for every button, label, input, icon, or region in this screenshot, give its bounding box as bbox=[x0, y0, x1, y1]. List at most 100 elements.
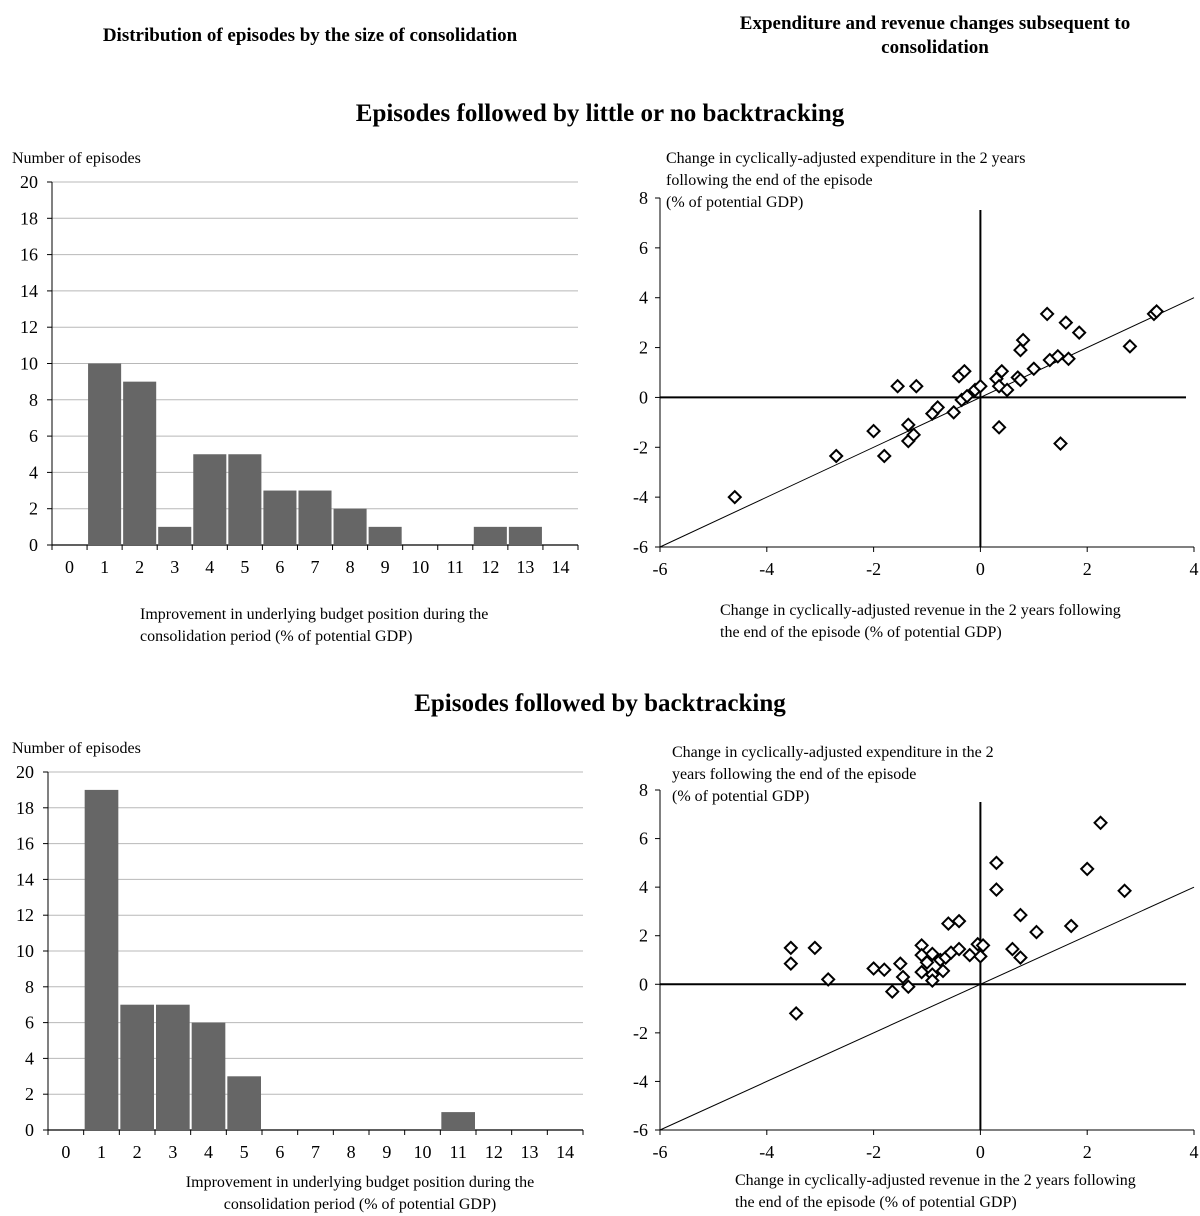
top-scatter-point bbox=[1015, 332, 1031, 348]
bottom-scatter-x-tick-label: -6 bbox=[653, 1142, 668, 1162]
top-bar-bar bbox=[368, 526, 402, 545]
bottom-scatter-y-tick-label: 6 bbox=[639, 829, 648, 849]
top-bar-x-tick-label: 0 bbox=[65, 557, 74, 577]
bottom-bar-bar bbox=[441, 1112, 475, 1130]
top-scatter-x-tick-label: 2 bbox=[1083, 559, 1092, 579]
bottom-bar-bar bbox=[120, 1004, 154, 1130]
bottom-scatter-y-tick-label: -6 bbox=[633, 1120, 648, 1140]
bottom-scatter-point bbox=[884, 984, 900, 999]
bottom-scatter-point bbox=[900, 979, 916, 995]
top-scatter-point bbox=[1061, 351, 1076, 367]
bottom-bar-x-title: Improvement in underlying budget positio… bbox=[150, 1172, 570, 1216]
bottom-bar-x-tick-label: 12 bbox=[485, 1142, 503, 1162]
bottom-scatter-point bbox=[924, 946, 940, 962]
bottom-scatter-point bbox=[972, 948, 988, 964]
bottom-bar-y-tick-label: 20 bbox=[16, 762, 34, 782]
top-bar-y-tick-label: 20 bbox=[20, 172, 38, 192]
bottom-scatter-point bbox=[935, 963, 951, 979]
top-scatter-x-tick-label: 0 bbox=[976, 559, 985, 579]
top-bar-y-tick-label: 10 bbox=[20, 354, 38, 374]
top-scatter-point bbox=[1039, 306, 1055, 322]
top-bar-y-tick-label: 16 bbox=[20, 245, 38, 265]
top-scatter-x-tick-label: 4 bbox=[1190, 559, 1199, 579]
bottom-bar-x-tick-label: 0 bbox=[61, 1142, 70, 1162]
top-scatter-y-title-line3: (% of potential GDP) bbox=[666, 194, 804, 211]
bottom-bar-x-tick-label: 4 bbox=[204, 1142, 213, 1162]
bottom-scatter-point bbox=[989, 855, 1004, 871]
bottom-bar-x-tick-label: 1 bbox=[97, 1142, 106, 1162]
top-bar-x-title-line2: consolidation period (% of potential GDP… bbox=[140, 628, 413, 645]
bottom-bar-x-tick-label: 9 bbox=[382, 1142, 391, 1162]
top-scatter-y-tick-label: 4 bbox=[639, 288, 648, 308]
bottom-bar-y-tick-label: 12 bbox=[16, 905, 34, 925]
bottom-scatter-point bbox=[895, 969, 911, 985]
top-scatter-point bbox=[972, 378, 988, 394]
bottom-scatter-point bbox=[783, 940, 799, 956]
left-column-header: Distribution of episodes by the size of … bbox=[102, 25, 518, 46]
top-bar-x-title-line1: Improvement in underlying budget positio… bbox=[140, 606, 489, 623]
top-scatter-x-tick-label: -2 bbox=[866, 559, 881, 579]
top-scatter-y-tick-label: -6 bbox=[633, 537, 648, 557]
bottom-scatter-point bbox=[924, 973, 940, 989]
bottom-bar-x-title-line1: Improvement in underlying budget positio… bbox=[185, 1174, 535, 1191]
top-scatter-x-title-line2: the end of the episode (% of potential G… bbox=[720, 624, 1002, 641]
bottom-scatter-point bbox=[1013, 907, 1028, 923]
bottom-scatter-point bbox=[951, 941, 967, 957]
top-bar-y-title: Number of episodes bbox=[12, 150, 141, 167]
top-bar-bar bbox=[158, 526, 192, 545]
top-scatter-point bbox=[890, 378, 906, 394]
bottom-scatter-x-tick-label: 2 bbox=[1083, 1142, 1092, 1162]
top-scatter-point bbox=[1149, 304, 1165, 319]
bottom-bar-bar bbox=[156, 1004, 190, 1130]
bottom-bar-x-tick-label: 8 bbox=[347, 1142, 356, 1162]
section-title-no-backtracking: Episodes followed by little or no backtr… bbox=[355, 100, 845, 127]
top-bar-bar bbox=[333, 508, 367, 545]
bottom-bar-x-tick-label: 11 bbox=[449, 1142, 466, 1162]
bottom-bar-bar bbox=[191, 1022, 226, 1130]
top-scatter-chart: -6 -4 -2 0 2 4 6 8 -6 -4 -2 0 2 4 bbox=[633, 188, 1199, 579]
bottom-scatter-point bbox=[1005, 941, 1020, 957]
top-bar-bar bbox=[263, 490, 297, 545]
top-bar-bar bbox=[298, 490, 332, 545]
bottom-scatter-point bbox=[951, 913, 967, 929]
top-bar-x-tick-label: 5 bbox=[240, 557, 249, 577]
top-bar-x-tick-label: 7 bbox=[311, 557, 320, 577]
bottom-scatter-y-tick-label: 0 bbox=[639, 974, 648, 994]
bottom-scatter-point bbox=[783, 956, 799, 972]
top-bar-y-tick-label: 8 bbox=[29, 390, 38, 410]
top-bar-bar bbox=[88, 363, 122, 545]
bottom-scatter-chart: -6 -4 -2 0 2 4 6 8 -6 -4 -2 0 2 4 bbox=[633, 780, 1199, 1162]
bottom-scatter-y-tick-label: 8 bbox=[639, 780, 648, 800]
bottom-scatter-y-title-line2: years following the end of the episode bbox=[672, 766, 917, 783]
top-scatter-point bbox=[727, 489, 743, 505]
bottom-bar-x-tick-label: 2 bbox=[133, 1142, 142, 1162]
top-bar-y-tick-label: 18 bbox=[20, 208, 38, 228]
top-bar-bar bbox=[473, 526, 507, 545]
top-scatter-point bbox=[900, 417, 916, 433]
top-bar-x-tick-label: 9 bbox=[381, 557, 390, 577]
bottom-scatter-y-title-line1: Change in cyclically-adjusted expenditur… bbox=[672, 744, 994, 761]
top-bar-x-tick-label: 10 bbox=[411, 557, 429, 577]
top-scatter-point bbox=[828, 448, 844, 464]
top-bar-bar bbox=[508, 526, 542, 545]
bottom-bar-y-title: Number of episodes bbox=[12, 740, 141, 757]
bottom-scatter-y-title: Change in cyclically-adjusted expenditur… bbox=[672, 742, 1092, 808]
top-bar-y-tick-label: 2 bbox=[29, 499, 38, 519]
top-bar-x-tick-label: 6 bbox=[275, 557, 284, 577]
bottom-scatter-point bbox=[962, 947, 978, 963]
bottom-scatter-point bbox=[807, 940, 823, 956]
top-scatter-point bbox=[1026, 361, 1042, 377]
top-scatter-x-title-line1: Change in cyclically-adjusted revenue in… bbox=[720, 602, 1121, 619]
top-scatter-point bbox=[1058, 315, 1074, 331]
top-scatter-point bbox=[1122, 338, 1138, 354]
bottom-scatter-y-tick-label: 2 bbox=[639, 926, 648, 946]
bottom-scatter-point bbox=[1079, 861, 1095, 877]
bottom-scatter-x-title-line2: the end of the episode (% of potential G… bbox=[735, 1194, 1017, 1211]
bottom-bar-y-tick-label: 2 bbox=[25, 1084, 34, 1104]
bottom-scatter-x-tick-label: 0 bbox=[976, 1142, 985, 1162]
top-bar-y-tick-label: 14 bbox=[20, 281, 38, 301]
bottom-bar-y-tick-label: 10 bbox=[16, 941, 34, 961]
top-bar-y-tick-label: 12 bbox=[20, 317, 38, 337]
top-scatter-x-title: Change in cyclically-adjusted revenue in… bbox=[720, 600, 1190, 644]
top-bar-x-tick-label: 1 bbox=[100, 557, 109, 577]
